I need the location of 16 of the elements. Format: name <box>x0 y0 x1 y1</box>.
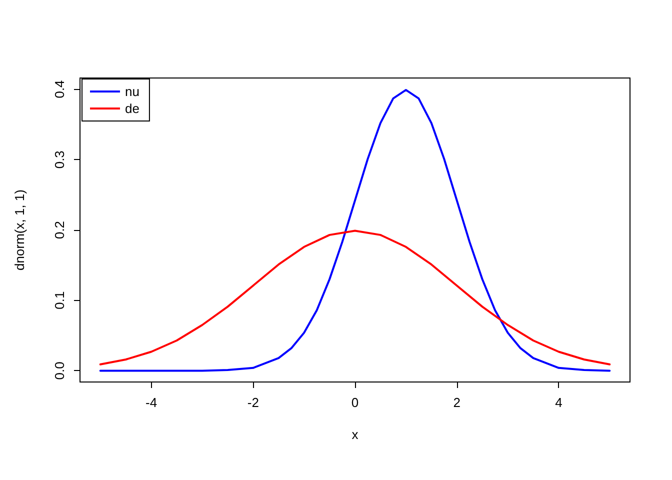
x-tick-label: 0 <box>351 395 359 410</box>
x-tick-label: -4 <box>146 395 158 410</box>
legend-label: nu <box>125 84 140 99</box>
x-tick-label: 2 <box>453 395 460 410</box>
line-series <box>99 230 611 366</box>
y-tick-label: 0.2 <box>52 220 67 240</box>
y-tick-label: 0.1 <box>52 291 67 310</box>
y-tick-label: 0.4 <box>52 80 67 98</box>
line-series <box>99 88 611 372</box>
legend-label: de <box>125 101 140 116</box>
y-axis-title: dnorm(x, 1, 1) <box>12 190 27 270</box>
x-tick-label: -2 <box>247 395 259 410</box>
x-tick-label: 4 <box>555 395 562 410</box>
y-tick-label: 0.3 <box>52 150 67 169</box>
x-axis-title: x <box>352 427 359 442</box>
y-tick-label: 0.0 <box>52 362 67 380</box>
